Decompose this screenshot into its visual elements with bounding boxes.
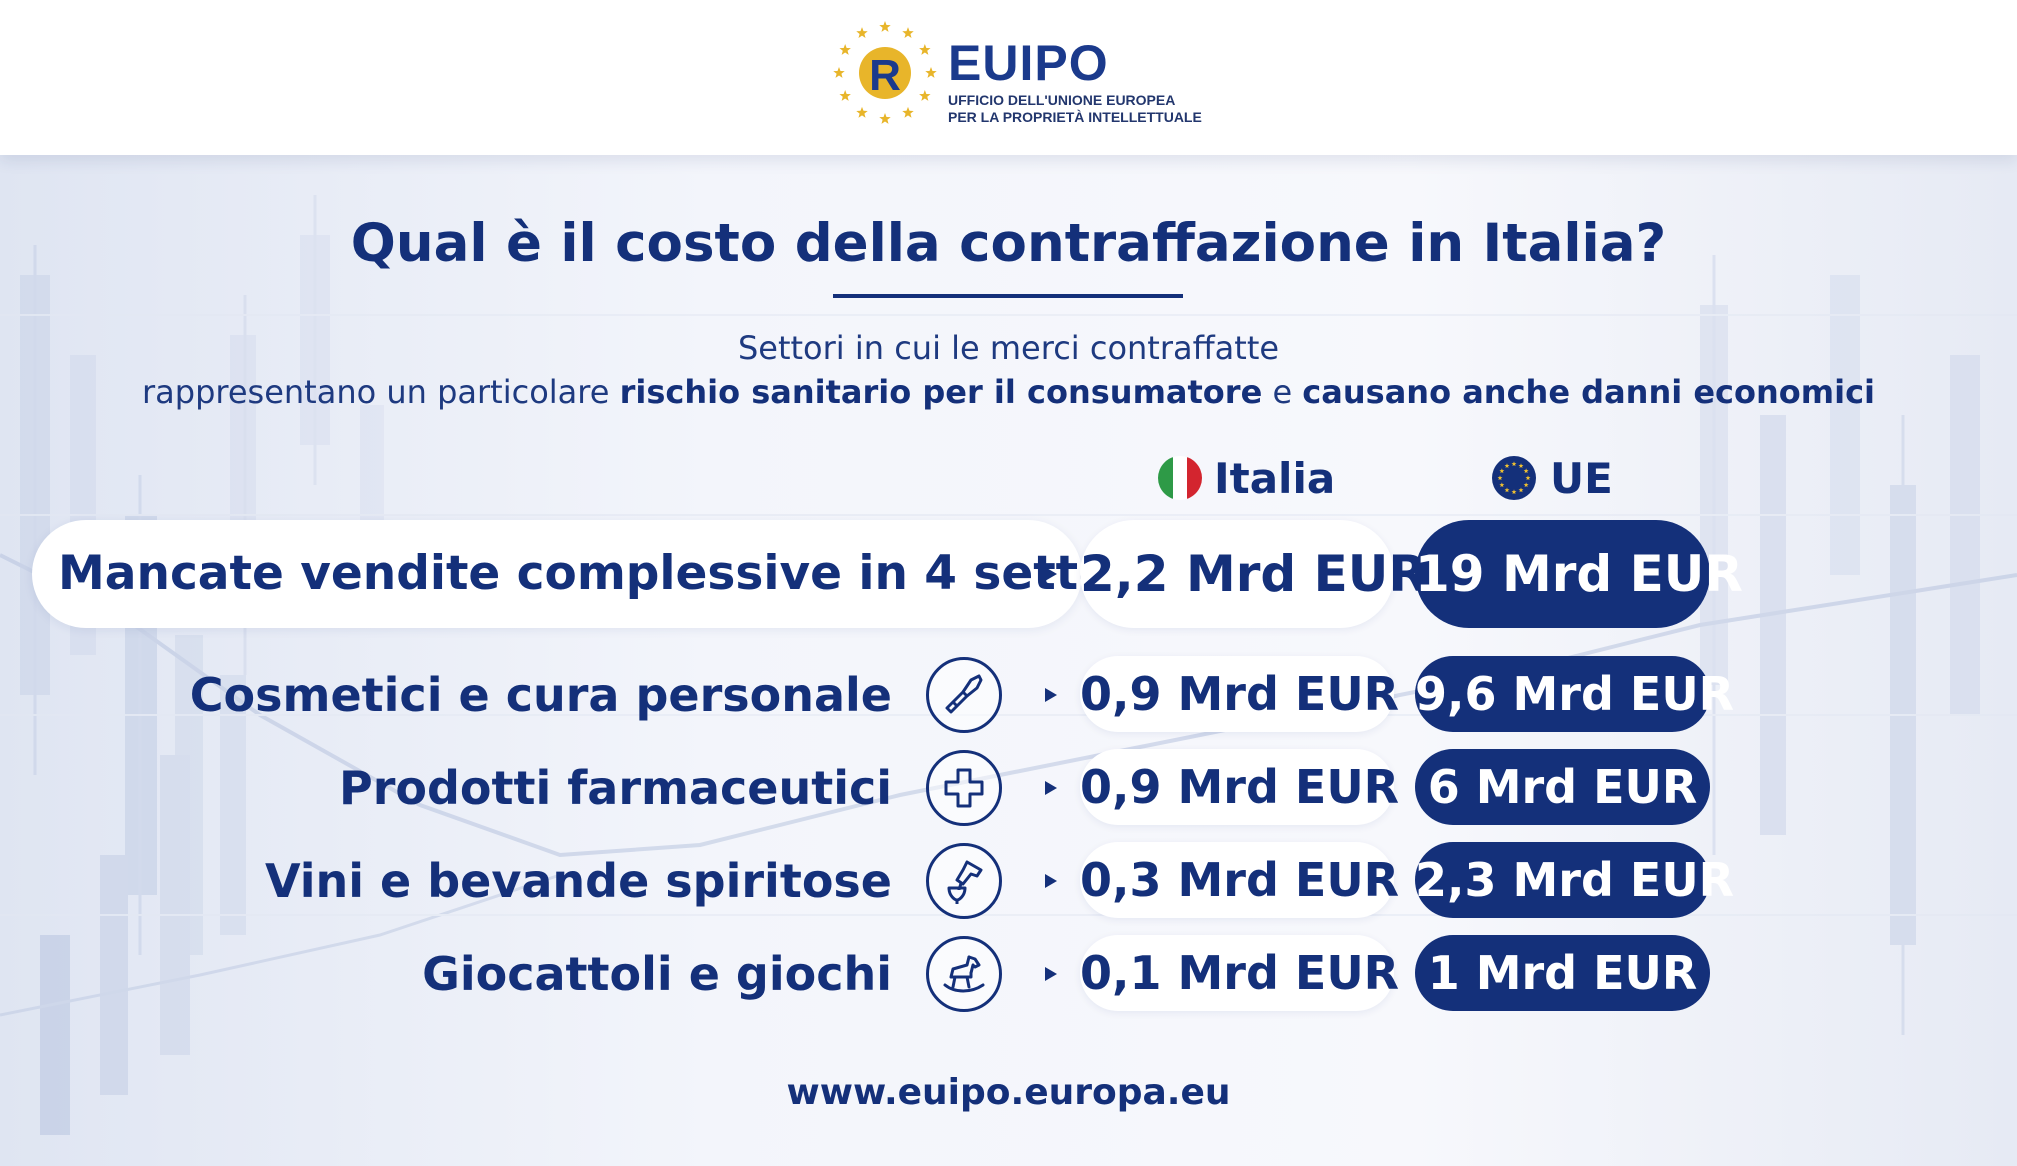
star-shape [925, 67, 937, 78]
star-shape [1499, 468, 1505, 474]
column-header-italia: Italia [1158, 448, 1335, 508]
star-shape [1511, 489, 1517, 495]
row-arrow-icon [1045, 874, 1057, 888]
column-label-ue: UE [1550, 453, 1613, 503]
sector-value-italia-pharma: 0,9 Mrd EUR [1080, 749, 1399, 825]
total-value-ue: 19 Mrd EUR [1415, 520, 1743, 628]
star-shape [1518, 487, 1524, 493]
subtitle-text-c: e [1262, 373, 1303, 411]
title-underline [833, 294, 1183, 298]
sector-label-pharma: Prodotti farmaceutici [338, 761, 892, 815]
star-shape [1511, 461, 1517, 467]
logo-title-ipo: IPO [1019, 35, 1109, 91]
subtitle-text-a: rappresentano un particolare [142, 373, 620, 411]
lipstick-icon [926, 657, 1002, 733]
eu-flag-icon [1492, 456, 1536, 500]
sector-value-italia-cosmetics: 0,9 Mrd EUR [1080, 656, 1399, 732]
subtitle-line-2: rappresentano un particolare rischio san… [0, 372, 2017, 412]
star-shape [879, 113, 891, 124]
sector-value-ue-toys: 1 Mrd EUR [1415, 935, 1710, 1011]
subtitle-emphasis-economic: causano anche danni economici [1302, 373, 1875, 411]
sector-value-ue-cosmetics: 9,6 Mrd EUR [1415, 656, 1734, 732]
sector-value-ue-pharma: 6 Mrd EUR [1415, 749, 1710, 825]
star-shape [1523, 482, 1529, 488]
sector-value-ue-wine: 2,3 Mrd EUR [1415, 842, 1734, 918]
star-shape [1499, 482, 1505, 488]
italy-flag-icon [1158, 456, 1202, 500]
footer-website-link[interactable]: www.euipo.europa.eu [786, 1072, 1231, 1113]
logo-title-eu: EU [948, 35, 1020, 91]
star-shape [1497, 475, 1503, 481]
svg-text:R: R [869, 51, 901, 100]
sector-label-wine: Vini e bevande spiritose [264, 854, 892, 908]
star-shape [1518, 463, 1524, 468]
column-label-italia: Italia [1214, 453, 1336, 503]
star-shape [1504, 487, 1510, 493]
sector-label-toys: Giocattoli e giochi [422, 947, 892, 1001]
rocking-horse-icon [926, 936, 1002, 1012]
star-shape [856, 106, 868, 118]
star-shape [833, 67, 845, 78]
medical-cross-icon [926, 750, 1002, 826]
euipo-star-emblem: R [833, 21, 937, 124]
star-shape [879, 21, 891, 32]
subtitle-emphasis-health: rischio sanitario per il consumatore [619, 373, 1263, 411]
sector-value-italia-wine: 0,3 Mrd EUR [1080, 842, 1399, 918]
star-shape [839, 90, 851, 101]
star-shape [1523, 468, 1529, 474]
page-title: Qual è il costo della contraffazione in … [350, 213, 1667, 274]
total-row-label: Mancate vendite complessive in 4 settori [58, 546, 1150, 601]
star-shape [856, 27, 868, 39]
star-shape [902, 27, 914, 39]
sector-label-cosmetics: Cosmetici e cura personale [189, 668, 892, 722]
total-row-background [32, 520, 1082, 628]
star-shape [902, 106, 914, 118]
star-shape [919, 90, 931, 101]
logo-subtitle-2: PER LA PROPRIETÀ INTELLETTUALE [948, 109, 1202, 125]
row-arrow-icon [1045, 781, 1057, 795]
star-shape [1504, 463, 1510, 468]
header-bar: R EUIPO UFFICIO DELL'UNIONE EUROPEA PER … [0, 0, 2017, 155]
column-header-ue: UE [1492, 448, 1613, 508]
logo-subtitle-1: UFFICIO DELL'UNIONE EUROPEA [948, 92, 1176, 108]
total-value-italia: 2,2 Mrd EUR [1080, 520, 1427, 628]
wine-pour-icon [926, 843, 1002, 919]
euipo-logo: R EUIPO UFFICIO DELL'UNIONE EUROPEA PER … [830, 18, 1230, 128]
total-arrow-icon [1045, 567, 1057, 581]
logo-text: EUIPO UFFICIO DELL'UNIONE EUROPEA PER LA… [948, 38, 1202, 126]
row-arrow-icon [1045, 967, 1057, 981]
sector-value-italia-toys: 0,1 Mrd EUR [1080, 935, 1399, 1011]
row-arrow-icon [1045, 688, 1057, 702]
star-shape [919, 44, 931, 55]
subtitle-line-1: Settori in cui le merci contraffatte [737, 329, 1280, 367]
star-shape [1525, 475, 1531, 481]
star-shape [839, 44, 851, 55]
